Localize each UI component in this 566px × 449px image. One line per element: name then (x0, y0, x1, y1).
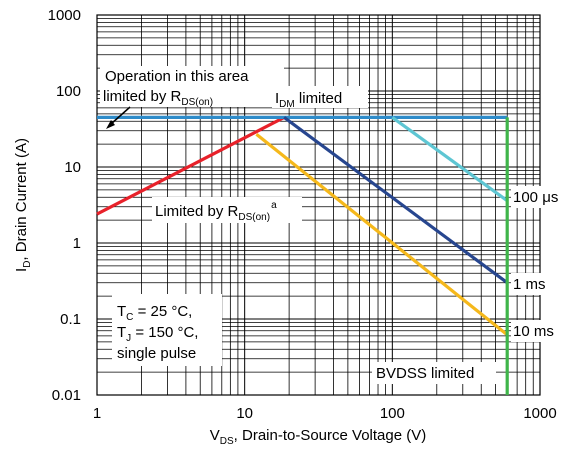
y-tick-label: 0.1 (60, 311, 81, 328)
bvdss-limited-label: BVDSS limited (376, 365, 474, 382)
tj-condition: TJ = 150 °C, (117, 324, 198, 344)
x-tick-label: 1 (93, 405, 101, 422)
y-tick-label: 1 (73, 235, 81, 252)
x-tick-labels: 1 10 100 1000 (93, 405, 557, 422)
pulse-condition: single pulse (117, 345, 196, 362)
y-tick-labels: 0.01 0.1 1 10 100 1000 (48, 7, 81, 404)
label-100us: 100 μs (513, 189, 558, 206)
operation-arrow-head (106, 120, 115, 129)
y-axis-title: ID, Drain Current (A) (13, 138, 33, 272)
label-1ms-bg (511, 273, 555, 295)
operation-label-line1: Operation in this area (105, 68, 249, 85)
idm-label-bg (272, 86, 368, 108)
series-line-rds-limit (96, 115, 285, 216)
y-tick-label: 0.01 (52, 387, 81, 404)
label-10ms: 10 ms (513, 323, 554, 340)
x-tick-label: 100 (380, 405, 405, 422)
series-group (96, 115, 509, 395)
label-10ms-bg (511, 320, 561, 342)
operation-label-bg (100, 66, 284, 107)
tc-condition: TC = 25 °C, (117, 303, 192, 323)
y-tick-label: 100 (56, 83, 81, 100)
x-tick-label: 1000 (523, 405, 556, 422)
label-1ms: 1 ms (513, 276, 546, 293)
series-line-100us (391, 116, 509, 202)
x-tick-label: 10 (236, 405, 253, 422)
bvdss-label-bg (372, 362, 496, 384)
series-line-10ms (255, 132, 509, 337)
y-tick-label: 1000 (48, 7, 81, 24)
x-axis-title: VDS, Drain-to-Source Voltage (V) (210, 427, 427, 447)
conditions-label-bg (112, 294, 222, 366)
operation-arrow-line (110, 106, 131, 125)
idm-limited-label: IDM limited (275, 90, 342, 110)
rds-limited-label: Limited by RDS(on)a (155, 200, 277, 223)
operation-label-line2: limited by RDS(on) (103, 88, 213, 108)
series-line-1ms (283, 116, 509, 284)
y-tick-label: 10 (64, 159, 81, 176)
label-100us-bg (511, 186, 563, 208)
limited-label-bg (152, 197, 302, 223)
